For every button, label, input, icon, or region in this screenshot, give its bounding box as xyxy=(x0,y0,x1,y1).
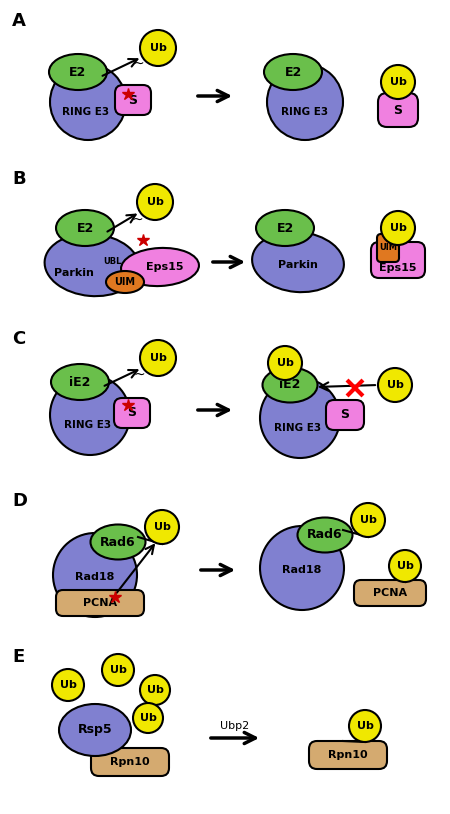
FancyBboxPatch shape xyxy=(56,590,144,616)
Ellipse shape xyxy=(256,210,314,246)
Text: Ub: Ub xyxy=(277,358,293,368)
Circle shape xyxy=(260,378,340,458)
Circle shape xyxy=(50,64,126,140)
Text: PCNA: PCNA xyxy=(373,588,407,598)
Text: S: S xyxy=(127,406,136,419)
Text: S: S xyxy=(393,103,402,116)
Text: E: E xyxy=(12,648,24,666)
Circle shape xyxy=(267,64,343,140)
FancyBboxPatch shape xyxy=(371,242,425,278)
Circle shape xyxy=(145,510,179,544)
Text: C: C xyxy=(12,330,25,348)
Text: E2: E2 xyxy=(276,221,293,234)
FancyBboxPatch shape xyxy=(309,741,387,769)
Text: Ub: Ub xyxy=(149,43,166,53)
Text: A: A xyxy=(12,12,26,30)
Text: Parkin: Parkin xyxy=(278,260,318,270)
Text: Ub: Ub xyxy=(149,353,166,363)
Text: RING E3: RING E3 xyxy=(63,107,109,117)
Text: Ubp2: Ubp2 xyxy=(220,721,250,731)
Ellipse shape xyxy=(252,232,344,292)
Text: S: S xyxy=(129,94,138,107)
Ellipse shape xyxy=(49,54,107,90)
Ellipse shape xyxy=(121,248,199,286)
Text: RING E3: RING E3 xyxy=(274,423,322,433)
Ellipse shape xyxy=(106,271,144,293)
Ellipse shape xyxy=(51,364,109,400)
Text: ~: ~ xyxy=(132,57,144,71)
Text: Rsp5: Rsp5 xyxy=(78,724,112,737)
Circle shape xyxy=(102,654,134,686)
Text: E2: E2 xyxy=(76,221,94,234)
Text: iE2: iE2 xyxy=(69,375,91,388)
Circle shape xyxy=(381,65,415,99)
Circle shape xyxy=(351,503,385,537)
Ellipse shape xyxy=(45,234,140,296)
Circle shape xyxy=(381,211,415,245)
FancyBboxPatch shape xyxy=(115,85,151,115)
Text: RING E3: RING E3 xyxy=(281,107,328,117)
Circle shape xyxy=(140,675,170,705)
FancyBboxPatch shape xyxy=(114,398,150,428)
FancyBboxPatch shape xyxy=(326,400,364,430)
Circle shape xyxy=(137,184,173,220)
Text: UBL: UBL xyxy=(103,256,121,265)
Text: Rad6: Rad6 xyxy=(100,536,136,549)
Text: Ub: Ub xyxy=(356,721,374,731)
Circle shape xyxy=(140,30,176,66)
Circle shape xyxy=(52,669,84,701)
Text: Rad18: Rad18 xyxy=(282,565,322,575)
Text: S: S xyxy=(341,409,350,422)
Circle shape xyxy=(50,375,130,455)
Circle shape xyxy=(140,340,176,376)
Text: Ub: Ub xyxy=(390,77,406,87)
Circle shape xyxy=(133,703,163,733)
Text: UIM: UIM xyxy=(114,277,135,287)
Text: ~: ~ xyxy=(131,213,143,227)
Text: Ub: Ub xyxy=(153,522,171,532)
FancyBboxPatch shape xyxy=(354,580,426,606)
Text: Ub: Ub xyxy=(140,713,157,723)
Ellipse shape xyxy=(297,518,352,553)
Text: E2: E2 xyxy=(69,65,86,78)
FancyBboxPatch shape xyxy=(91,748,169,776)
Circle shape xyxy=(378,368,412,402)
Text: Eps15: Eps15 xyxy=(379,263,417,273)
Text: Ub: Ub xyxy=(396,561,414,571)
Text: Ub: Ub xyxy=(387,380,404,390)
Text: iE2: iE2 xyxy=(279,379,301,392)
Text: D: D xyxy=(12,492,27,510)
Circle shape xyxy=(349,710,381,742)
Circle shape xyxy=(260,526,344,610)
FancyBboxPatch shape xyxy=(378,93,418,127)
Text: Ub: Ub xyxy=(109,665,126,675)
Text: Ub: Ub xyxy=(59,680,76,690)
Ellipse shape xyxy=(264,54,322,90)
Circle shape xyxy=(53,533,137,617)
Text: Rpn10: Rpn10 xyxy=(328,750,368,760)
Text: ~: ~ xyxy=(133,368,145,382)
Text: RING E3: RING E3 xyxy=(64,420,112,430)
Text: Rad6: Rad6 xyxy=(307,528,343,541)
Text: Ub: Ub xyxy=(147,685,163,695)
Text: Ub: Ub xyxy=(390,223,406,233)
Circle shape xyxy=(268,346,302,380)
FancyBboxPatch shape xyxy=(377,234,399,262)
Ellipse shape xyxy=(262,367,318,402)
Text: UIM: UIM xyxy=(379,243,397,252)
Text: Parkin: Parkin xyxy=(54,268,94,278)
Text: PCNA: PCNA xyxy=(83,598,117,608)
Text: Ub: Ub xyxy=(360,515,377,525)
Ellipse shape xyxy=(59,704,131,756)
Circle shape xyxy=(389,550,421,582)
Text: Rad18: Rad18 xyxy=(75,572,115,582)
Text: B: B xyxy=(12,170,26,188)
Text: Eps15: Eps15 xyxy=(146,262,184,272)
Ellipse shape xyxy=(56,210,114,246)
Text: Rpn10: Rpn10 xyxy=(110,757,150,767)
Text: Ub: Ub xyxy=(147,197,163,207)
Text: E2: E2 xyxy=(284,65,302,78)
Ellipse shape xyxy=(90,524,145,559)
